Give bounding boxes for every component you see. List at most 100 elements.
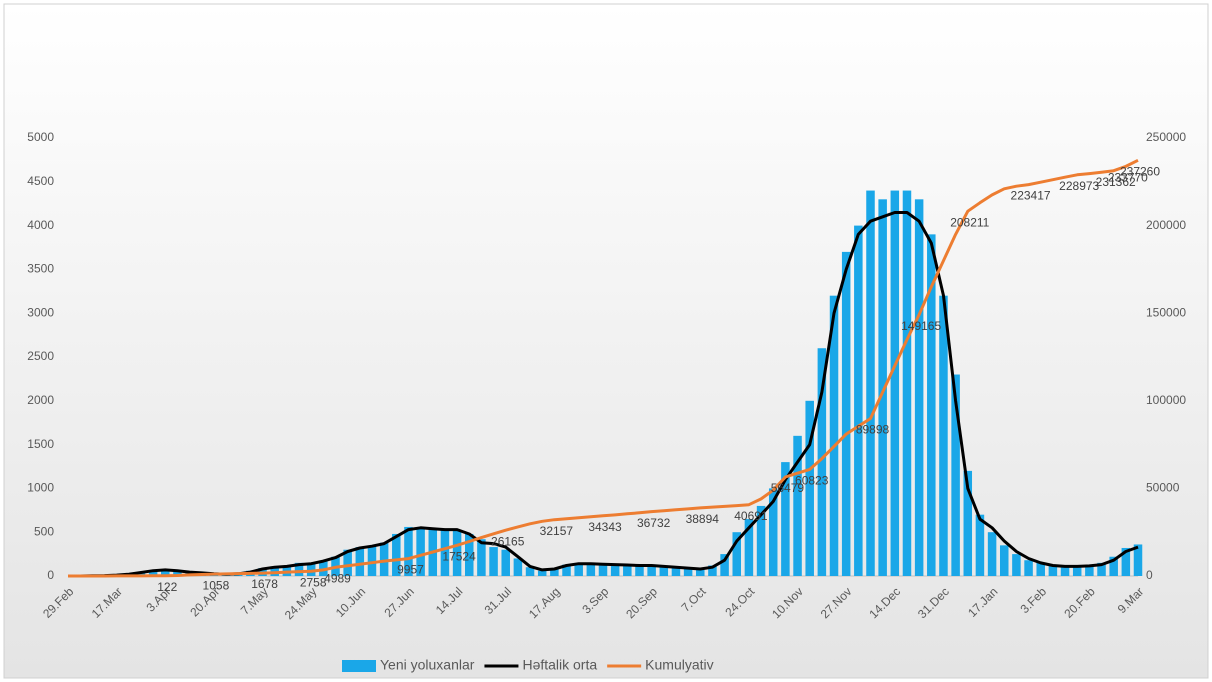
bar [161, 569, 170, 576]
legend-label: Həftalik orta [522, 657, 597, 673]
y-tick-label: 2000 [27, 393, 54, 407]
data-label: 122 [157, 580, 177, 594]
bar [890, 190, 900, 576]
bar [781, 462, 790, 576]
bar [136, 572, 146, 576]
bar [416, 528, 425, 576]
data-label: 233770 [1108, 171, 1148, 185]
data-label: 36732 [637, 516, 671, 530]
bar [525, 567, 535, 576]
bar [708, 565, 717, 576]
y2-tick-label: 0 [1146, 568, 1153, 582]
bar [343, 549, 352, 576]
y-tick-label: 500 [34, 524, 54, 538]
bar [550, 568, 559, 576]
bar [647, 565, 656, 576]
bar [586, 563, 596, 576]
data-label: 208211 [950, 215, 989, 229]
y2-tick-label: 250000 [1146, 130, 1186, 144]
legend-label: Kumulyativ [645, 657, 713, 673]
data-label: 56479 [771, 481, 805, 495]
bar [841, 251, 851, 576]
data-label: 9957 [397, 563, 424, 577]
bar [367, 546, 377, 576]
y2-tick-label: 50000 [1146, 481, 1180, 495]
y2-tick-label: 200000 [1146, 218, 1186, 232]
bar [355, 547, 365, 576]
bar [1133, 544, 1143, 576]
bar [878, 199, 887, 576]
y-tick-label: 2500 [27, 349, 54, 363]
data-label: 228973 [1059, 179, 1099, 193]
bar [659, 566, 669, 576]
data-label: 1678 [251, 577, 278, 591]
bar [294, 562, 304, 576]
y2-tick-label: 100000 [1146, 393, 1186, 407]
bar [452, 530, 462, 576]
bar [1097, 562, 1106, 576]
y2-tick-label: 150000 [1146, 305, 1186, 319]
data-label: 40691 [734, 509, 768, 523]
bar [148, 570, 158, 576]
bar [951, 374, 960, 576]
bar [623, 565, 632, 576]
bar [537, 570, 547, 576]
bar [489, 547, 498, 576]
bar [683, 568, 693, 576]
bar [610, 564, 620, 576]
bar [902, 190, 912, 576]
bar [817, 348, 827, 576]
bar [756, 505, 766, 576]
bar [805, 400, 814, 576]
bar [696, 569, 705, 576]
data-label: 60823 [795, 474, 829, 488]
data-label: 38894 [686, 512, 720, 526]
bar [270, 566, 279, 576]
data-label: 17524 [442, 549, 476, 563]
data-label: 32157 [540, 524, 574, 538]
data-label: 237260 [1120, 164, 1160, 178]
bar [1012, 554, 1021, 576]
y-tick-label: 4500 [27, 174, 54, 188]
bar [562, 564, 571, 576]
bar [1024, 560, 1033, 576]
y-tick-label: 1500 [27, 437, 54, 451]
line [68, 158, 1139, 578]
bar [1072, 566, 1082, 576]
data-label: 149165 [901, 319, 941, 333]
bar [1048, 565, 1058, 576]
data-label: 26165 [491, 534, 525, 548]
bar [768, 488, 778, 576]
bar [854, 225, 863, 576]
bar [464, 533, 474, 576]
bar [963, 470, 973, 576]
bar [671, 568, 681, 576]
data-label: 34343 [588, 520, 622, 534]
bar [392, 533, 401, 576]
bar [1060, 566, 1070, 576]
bar [744, 519, 754, 576]
y-tick-label: 1000 [27, 481, 54, 495]
y-tick-label: 4000 [27, 218, 54, 232]
bar [732, 532, 742, 576]
legend-swatch [342, 660, 376, 672]
bar [927, 234, 936, 577]
bar [975, 514, 985, 576]
bar [598, 564, 608, 576]
bar [999, 545, 1009, 576]
bar [720, 554, 729, 576]
bar [939, 295, 948, 576]
data-label: 89898 [856, 423, 890, 437]
data-label: 231362 [1096, 175, 1136, 189]
bar [914, 199, 924, 576]
y-tick-label: 0 [47, 568, 54, 582]
chart-background [3, 3, 1209, 679]
bar [404, 526, 413, 576]
bar [1036, 562, 1045, 576]
bar [1085, 565, 1094, 576]
bar [574, 563, 583, 576]
bar [173, 571, 182, 576]
bar [829, 295, 839, 576]
data-label: 4989 [324, 571, 351, 585]
